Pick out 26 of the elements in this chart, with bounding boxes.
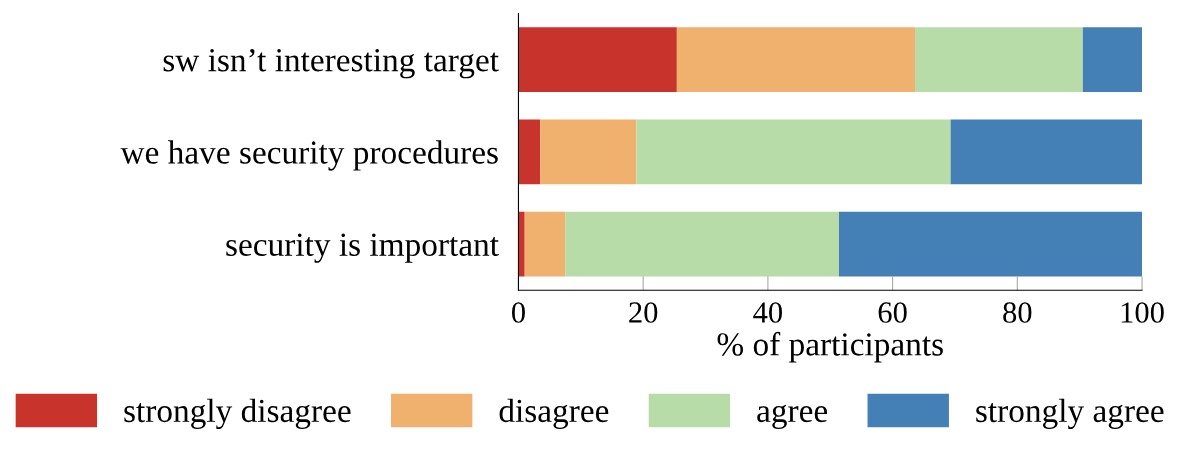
- bar: [676, 27, 916, 92]
- x-tick-label: 60: [878, 302, 907, 323]
- x-tick-label: 80: [1003, 302, 1032, 323]
- bar: [838, 211, 1143, 277]
- bar: [540, 119, 637, 185]
- legend-label: agree: [757, 404, 828, 429]
- bar: [1082, 27, 1143, 92]
- bar: [518, 119, 541, 185]
- bar: [950, 119, 1143, 185]
- y-tick-label: security is important: [226, 233, 499, 263]
- legend-label: disagree: [499, 398, 609, 429]
- x-tick-label: 0: [511, 302, 525, 323]
- legend-label: strongly disagree: [124, 398, 351, 429]
- y-tick-label: we have security procedures: [120, 140, 498, 171]
- bar: [636, 119, 951, 185]
- legend-label: strongly agree: [976, 398, 1164, 429]
- bar: [565, 211, 839, 277]
- x-axis-title: % of participants: [717, 331, 943, 363]
- x-tick-label: 100: [1121, 302, 1164, 323]
- x-tick-label: 40: [753, 302, 782, 323]
- bar: [915, 27, 1083, 92]
- bar: [524, 211, 566, 277]
- y-tick-label: sw isn’t interesting target: [163, 48, 499, 79]
- x-tick-label: 20: [629, 302, 658, 323]
- bar: [518, 211, 525, 277]
- bar: [518, 27, 677, 92]
